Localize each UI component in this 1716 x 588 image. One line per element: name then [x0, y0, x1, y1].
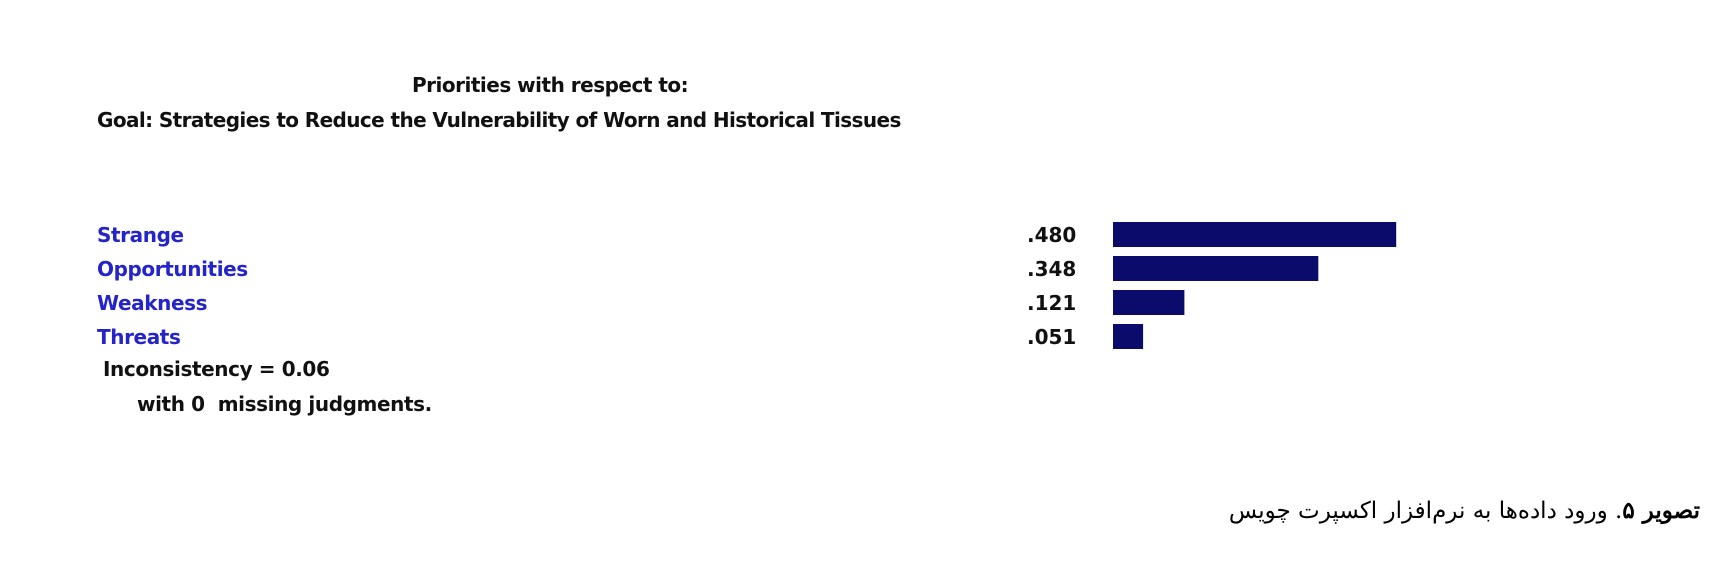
missing-judgments-text: with 0 missing judgments.	[137, 392, 432, 416]
category-label-strange: Strange	[97, 223, 184, 247]
caption-number: تصویر ۵	[1622, 497, 1700, 524]
goal-title: Goal: Strategies to Reduce the Vulnerabi…	[97, 108, 901, 132]
value-label-strange: .480	[1027, 223, 1077, 247]
category-label-threats: Threats	[97, 325, 181, 349]
bar-threats	[1113, 324, 1144, 349]
bar-opportunities	[1113, 256, 1319, 281]
bar-weakness	[1113, 290, 1185, 315]
caption-text: . ورود داده‌ها به نرم‌افزار اکسپرت چویس	[1228, 498, 1623, 524]
inconsistency-text: Inconsistency = 0.06	[103, 357, 330, 381]
bar-strange	[1113, 222, 1397, 247]
value-label-weakness: .121	[1027, 291, 1077, 315]
figure-caption: تصویر ۵. ورود داده‌ها به نرم‌افزار اکسپر…	[1229, 497, 1700, 524]
category-label-opportunities: Opportunities	[97, 257, 248, 281]
value-label-threats: .051	[1027, 325, 1077, 349]
category-label-weakness: Weakness	[97, 291, 208, 315]
chart-title: Priorities with respect to:	[412, 73, 689, 97]
value-label-opportunities: .348	[1027, 257, 1077, 281]
